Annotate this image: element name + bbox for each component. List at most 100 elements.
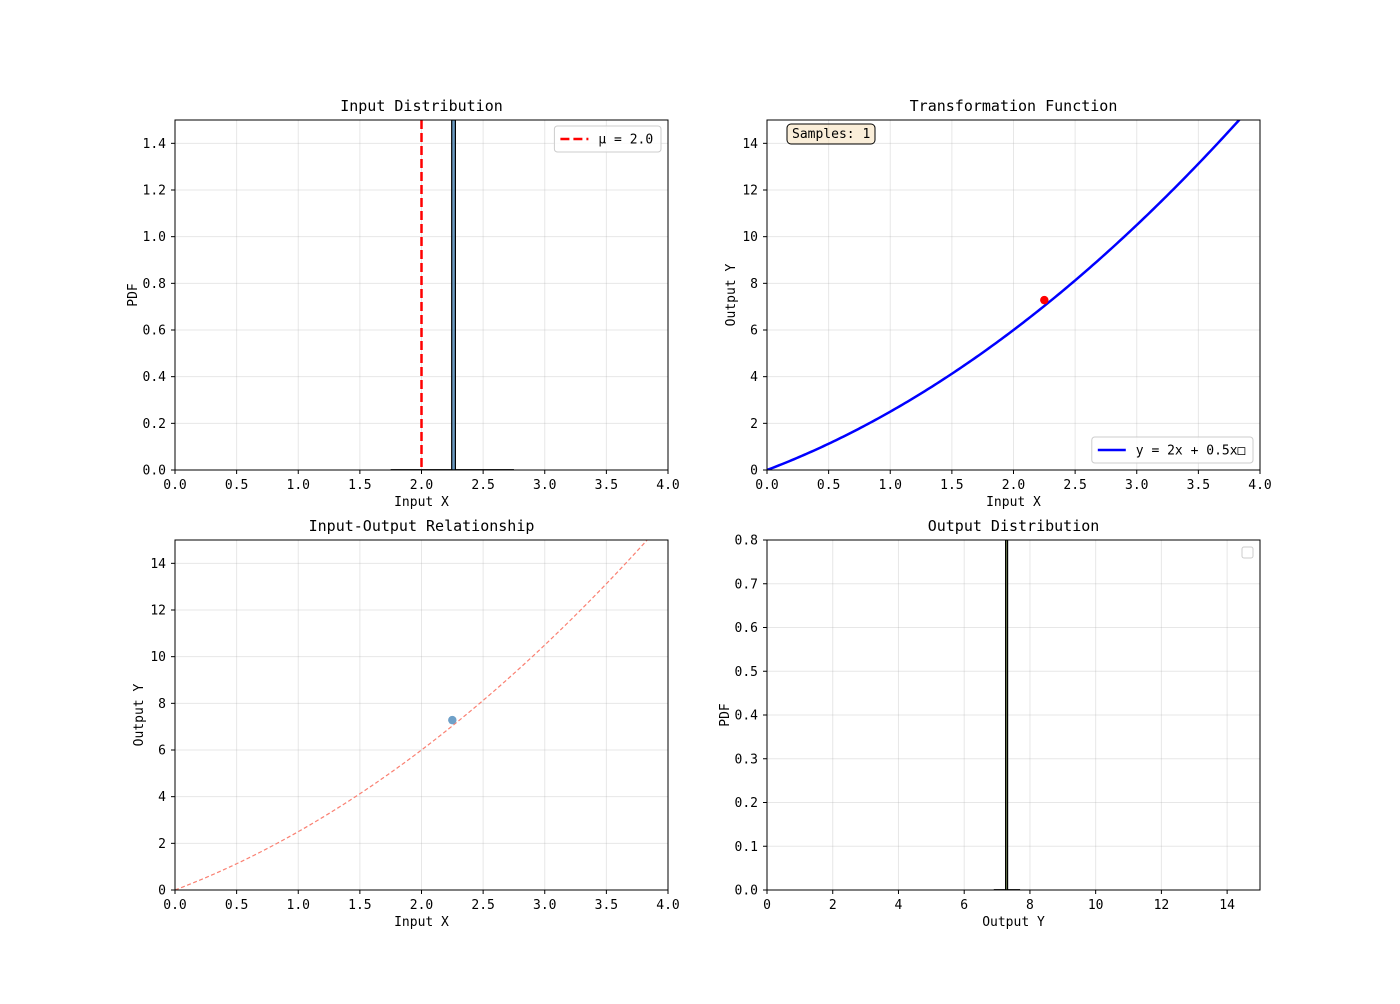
x-tick-label: 1.0 — [287, 478, 310, 493]
x-tick-label: 0.5 — [225, 898, 248, 913]
x-axis-label: Input X — [986, 495, 1041, 510]
y-axis-label: Output Y — [724, 264, 739, 327]
y-axis-label: PDF — [126, 283, 141, 307]
x-tick-label: 0.0 — [163, 898, 186, 913]
output-distribution-axes: 0 2 4 6 8 10 12 14 0.0 0.1 0.2 0.3 0.4 0.5 0.6 0.7 0.8 Ou… — [718, 517, 1261, 930]
y-tick-label: 6 — [750, 324, 758, 339]
x-tick-label: 2.0 — [410, 478, 433, 493]
function-curve — [767, 120, 1241, 470]
y-tick-label: 0.7 — [735, 577, 758, 592]
x-tick-label: 12 — [1154, 898, 1170, 913]
x-tick-label: 2.5 — [1063, 478, 1086, 493]
y-tick-label: 0.6 — [735, 621, 758, 636]
y-tick-label: 0 — [750, 464, 758, 479]
x-tick-label: 4.0 — [1248, 478, 1271, 493]
x-tick-label: 2.5 — [471, 898, 494, 913]
annotation-text: Samples: 1 — [792, 127, 870, 142]
plot-area — [767, 120, 1260, 470]
y-tick-label: 0.1 — [735, 840, 758, 855]
y-tick-label: 0.2 — [143, 417, 166, 432]
axes-title: Transformation Function — [910, 97, 1118, 115]
x-tick-label: 1.0 — [879, 478, 902, 493]
y-tick-label: 2 — [750, 417, 758, 432]
x-tick-label: 3.0 — [1125, 478, 1148, 493]
y-tick-label: 4 — [750, 370, 758, 385]
x-tick-label: 0.0 — [163, 478, 186, 493]
legend: y = 2x + 0.5x□ — [1091, 436, 1254, 464]
y-tick-label: 1.0 — [143, 230, 166, 245]
x-tick-label: 0 — [763, 898, 771, 913]
plot-area — [767, 540, 1260, 890]
sample-point — [448, 715, 457, 725]
x-tick-label: 4 — [895, 898, 903, 913]
y-tick-label: 8 — [750, 277, 758, 292]
plot-area — [175, 540, 668, 890]
x-tick-label: 4.0 — [656, 478, 679, 493]
x-tick-label: 10 — [1088, 898, 1104, 913]
y-tick-label: 0.5 — [735, 665, 758, 680]
y-tick-label: 0 — [158, 884, 166, 899]
legend-label: y = 2x + 0.5x□ — [1136, 444, 1246, 459]
y-tick-label: 2 — [158, 837, 166, 852]
x-tick-label: 2.0 — [410, 898, 433, 913]
x-tick-label: 3.5 — [595, 898, 618, 913]
axes-title: Input-Output Relationship — [309, 517, 535, 535]
x-tick-label: 1.5 — [940, 478, 963, 493]
y-tick-label: 12 — [742, 184, 758, 199]
x-tick-label: 1.5 — [348, 898, 371, 913]
axes-title: Input Distribution — [340, 97, 503, 115]
axes-frame — [174, 539, 669, 891]
x-tick-label: 2 — [829, 898, 837, 913]
function-curve — [175, 540, 648, 890]
y-tick-label: 0.3 — [735, 752, 758, 767]
samples-annotation: Samples: 1 — [786, 123, 876, 145]
y-tick-label: 6 — [158, 744, 166, 759]
plot-marks — [767, 120, 1241, 470]
y-tick-label: 1.2 — [143, 184, 166, 199]
x-axis-label: Input X — [394, 495, 449, 510]
x-tick-label: 3.5 — [1187, 478, 1210, 493]
y-tick-label: 0.0 — [143, 464, 166, 479]
x-tick-label: 1.5 — [348, 478, 371, 493]
y-tick-label: 10 — [742, 230, 758, 245]
histogram-bar — [451, 120, 456, 470]
transformation-function-axes: 0.0 0.5 1.0 1.5 2.0 2.5 3.0 3.5 4.0 0 2 4 6 8 10 12 14 Tr… — [724, 97, 1272, 510]
x-axis-label: Output Y — [982, 915, 1045, 930]
plot-marks — [175, 540, 648, 890]
x-tick-label: 0.0 — [755, 478, 778, 493]
x-tick-label: 14 — [1219, 898, 1235, 913]
y-tick-label: 0.8 — [735, 534, 758, 549]
x-tick-label: 2.5 — [471, 478, 494, 493]
axes-frame — [766, 539, 1261, 891]
x-tick-label: 8 — [1026, 898, 1034, 913]
y-axis-label: Output Y — [132, 684, 147, 747]
x-tick-label: 3.5 — [595, 478, 618, 493]
x-tick-label: 3.0 — [533, 478, 556, 493]
y-tick-label: 0.8 — [143, 277, 166, 292]
y-tick-label: 14 — [150, 557, 166, 572]
y-tick-label: 0.6 — [143, 324, 166, 339]
sample-point — [1040, 295, 1049, 305]
x-tick-label: 0.5 — [817, 478, 840, 493]
y-tick-label: 0.0 — [735, 884, 758, 899]
legend — [1241, 546, 1254, 559]
x-tick-label: 3.0 — [533, 898, 556, 913]
histogram-bar — [1005, 540, 1009, 890]
y-tick-label: 0.4 — [143, 370, 167, 385]
y-tick-label: 14 — [742, 137, 758, 152]
y-tick-label: 12 — [150, 604, 166, 619]
y-tick-label: 4 — [158, 790, 166, 805]
x-tick-label: 6 — [960, 898, 968, 913]
axes-frame — [174, 119, 669, 471]
x-axis-label: Input X — [394, 915, 449, 930]
input-distribution-axes: 0.0 0.5 1.0 1.5 2.0 2.5 3.0 3.5 4.0 0.0 0.2 0.4 0.6 0… — [126, 97, 680, 510]
y-tick-label: 0.2 — [735, 796, 758, 811]
input-output-relationship-axes: 0.0 0.5 1.0 1.5 2.0 2.5 3.0 3.5 4.0 0 2 4 6 8 10 12 14 In… — [132, 517, 680, 930]
legend: μ = 2.0 — [553, 125, 662, 153]
empty-legend — [1241, 546, 1254, 559]
x-tick-label: 4.0 — [656, 898, 679, 913]
y-tick-label: 0.4 — [735, 709, 759, 724]
axes-frame — [766, 119, 1261, 471]
